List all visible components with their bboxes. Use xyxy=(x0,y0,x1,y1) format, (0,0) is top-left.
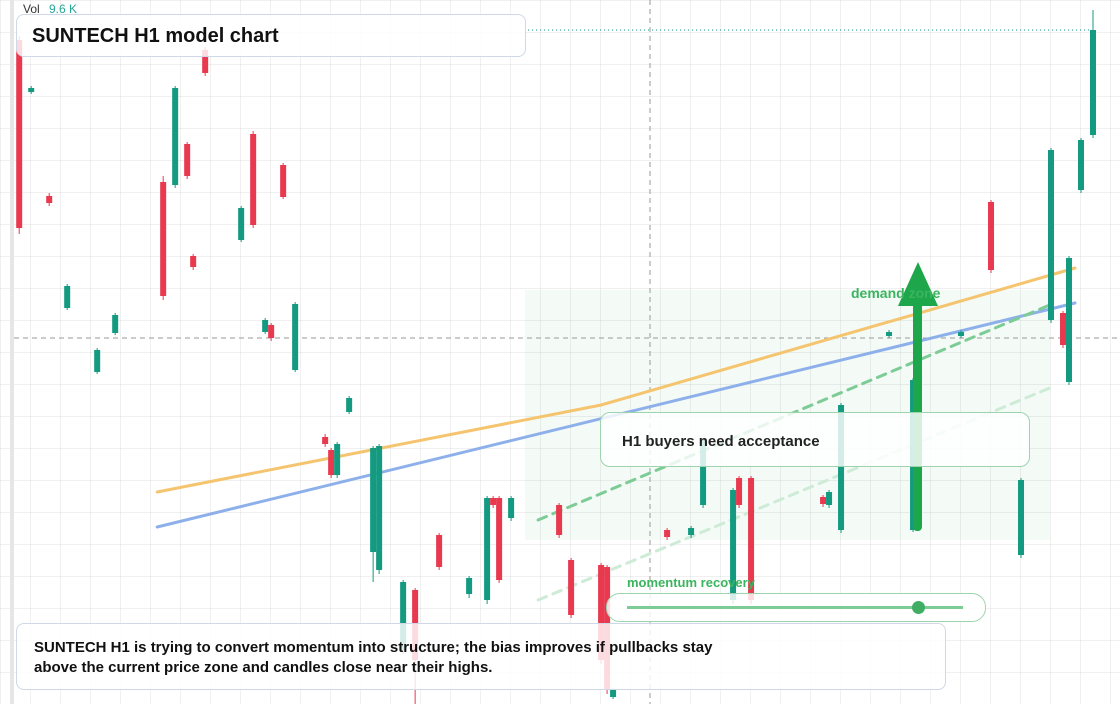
volume-label: Vol xyxy=(23,2,40,16)
candle-body xyxy=(508,498,515,518)
candle-body xyxy=(370,448,377,552)
candle-body xyxy=(160,182,167,296)
callout-text: H1 buyers need acceptance xyxy=(622,433,820,450)
candle-body xyxy=(730,490,737,600)
note-box: SUNTECH H1 is trying to convert momentum… xyxy=(16,623,946,690)
candle-body xyxy=(958,332,965,336)
note-text: SUNTECH H1 is trying to convert momentum… xyxy=(34,639,713,676)
candle-body xyxy=(262,320,269,332)
candle-body xyxy=(556,505,563,535)
candle-body xyxy=(886,332,893,336)
candle-body xyxy=(598,565,605,660)
candle-body xyxy=(334,444,341,475)
candle-body xyxy=(1060,313,1067,345)
candle-body xyxy=(292,304,299,370)
arrow-head xyxy=(898,262,938,306)
momentum-slider xyxy=(606,593,986,622)
title-box: SUNTECH H1 model chart xyxy=(16,14,526,57)
momentum-label: momentum recovery xyxy=(627,575,755,590)
candle-body xyxy=(484,498,491,600)
candle-body xyxy=(376,446,383,570)
candle-body xyxy=(46,196,53,203)
candle-body xyxy=(16,40,23,228)
candle-body xyxy=(28,88,35,92)
candle-body xyxy=(1066,258,1073,382)
candle-body xyxy=(280,165,287,197)
candle-body xyxy=(202,50,209,73)
candle-body xyxy=(664,530,671,537)
indicator-line xyxy=(536,386,1052,602)
candle-body xyxy=(268,325,275,338)
candle-body xyxy=(736,478,743,505)
candle-body xyxy=(328,450,335,475)
candle-body xyxy=(436,535,443,567)
slider-knob xyxy=(912,601,925,614)
candle-body xyxy=(496,498,503,580)
candle-body xyxy=(988,202,995,270)
candle-body xyxy=(1090,30,1097,135)
candle-body xyxy=(748,478,755,600)
candle-body xyxy=(190,256,197,267)
volume-value: 9.6 K xyxy=(49,2,78,16)
candle-body xyxy=(700,440,707,505)
left-edge xyxy=(10,0,14,704)
candle-body xyxy=(346,398,353,412)
candle-body xyxy=(172,88,179,185)
candle-body xyxy=(322,437,329,444)
candle-body xyxy=(250,134,257,225)
candle-body xyxy=(820,497,827,504)
candle-body xyxy=(238,208,245,240)
candle-body xyxy=(400,582,407,650)
candle-body xyxy=(466,578,473,594)
chart-title: SUNTECH H1 model chart xyxy=(32,25,279,47)
candle-body xyxy=(184,144,191,176)
candle-body xyxy=(688,528,695,535)
candle-body xyxy=(490,498,497,505)
candle-body xyxy=(64,286,71,308)
candle-body xyxy=(112,315,119,333)
candle-body xyxy=(838,405,845,530)
candle-body xyxy=(1048,150,1055,320)
candle-body xyxy=(94,350,101,372)
zone-label: demand zone xyxy=(851,285,941,301)
candle-body xyxy=(1078,140,1085,190)
candle-body xyxy=(568,560,575,615)
callout-box: H1 buyers need acceptance xyxy=(600,412,1030,467)
candle-body xyxy=(610,690,617,697)
slider-track xyxy=(627,606,963,609)
candle-body xyxy=(1018,480,1025,555)
candle-body xyxy=(826,492,833,505)
